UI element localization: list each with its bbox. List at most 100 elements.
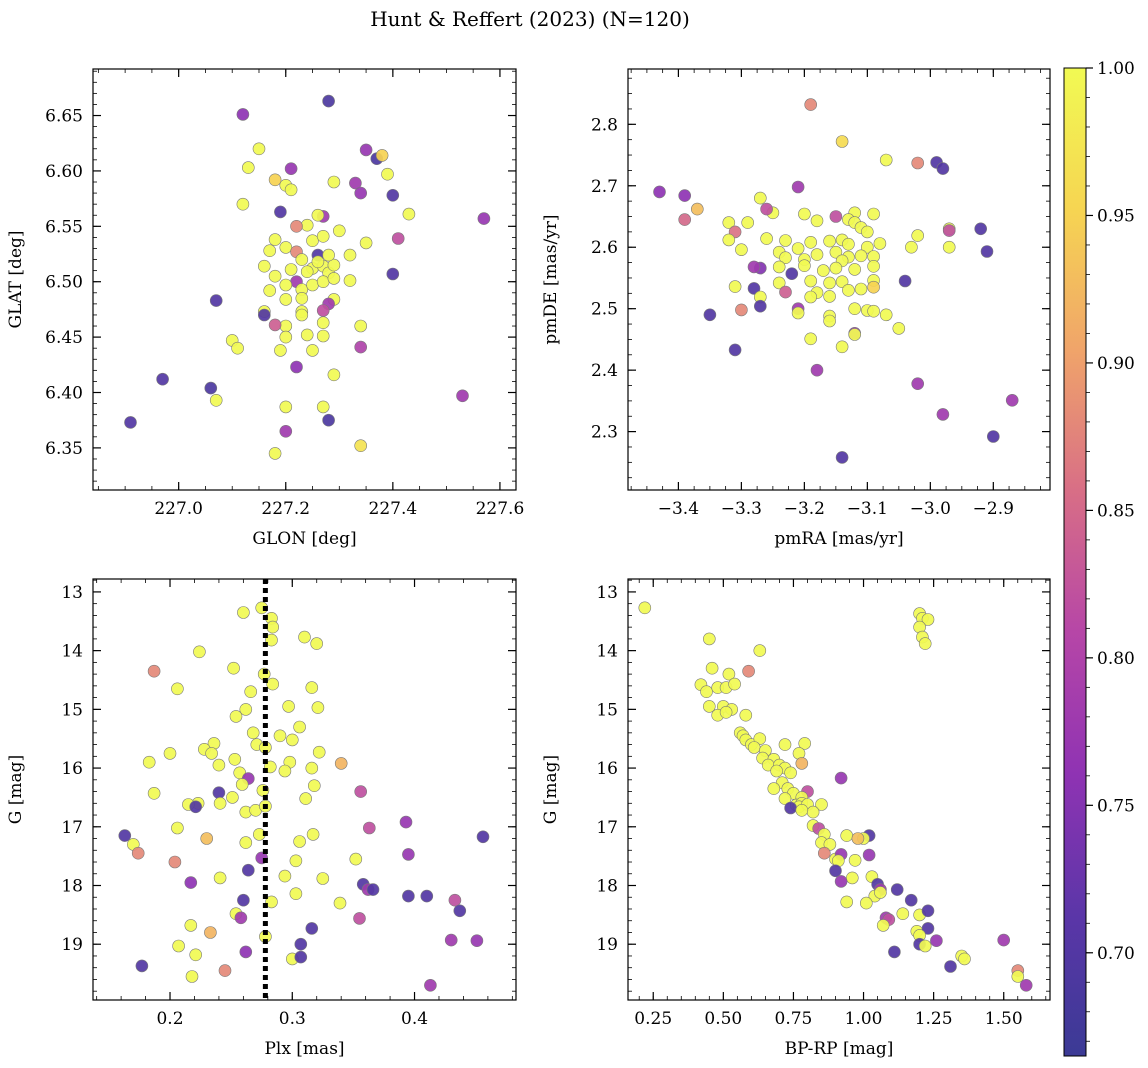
data-point: [316, 872, 330, 885]
data-point: [142, 755, 156, 769]
data-point: [268, 447, 282, 460]
data-point: [402, 848, 415, 861]
x-tick-label: −3.4: [658, 499, 699, 519]
data-point: [231, 341, 244, 355]
data-point: [343, 248, 357, 262]
data-point: [354, 186, 368, 200]
data-point: [804, 290, 818, 304]
data-point: [257, 308, 271, 322]
y-tick-label: 6.65: [45, 107, 83, 127]
data-point: [305, 681, 319, 694]
data-point: [213, 871, 227, 885]
data-point: [294, 937, 308, 951]
data-point: [327, 175, 341, 189]
data-point: [213, 796, 227, 810]
data-point: [739, 708, 753, 722]
data-point: [719, 705, 733, 719]
data-point: [829, 245, 843, 259]
data-point: [322, 94, 335, 108]
data-point: [854, 249, 868, 263]
data-point: [189, 948, 202, 962]
data-point: [879, 153, 893, 167]
data-point: [448, 893, 462, 907]
data-point: [386, 267, 400, 281]
data-point: [184, 876, 198, 889]
data-point: [741, 216, 755, 229]
data-point: [921, 613, 935, 626]
data-point: [300, 265, 314, 279]
data-point: [266, 677, 280, 691]
data-point: [767, 782, 781, 795]
data-point: [700, 685, 713, 699]
data-point: [798, 259, 811, 273]
data-point: [147, 786, 161, 800]
data-point: [239, 703, 253, 716]
y-tick-label: 14: [61, 642, 83, 662]
x-tick-label: 1.00: [845, 1009, 883, 1029]
y-axis-label: G [mag]: [541, 755, 561, 824]
data-point: [295, 308, 309, 322]
data-point: [279, 330, 293, 344]
x-tick-label: 227.2: [261, 499, 310, 519]
data-point: [835, 135, 849, 148]
data-point: [204, 381, 218, 395]
colorbar-tick-label: 0.80: [1097, 649, 1135, 669]
data-point: [289, 854, 303, 868]
data-point: [118, 829, 132, 842]
data-point: [735, 303, 748, 317]
data-point: [381, 167, 394, 181]
data-point: [678, 189, 692, 202]
data-point: [860, 240, 874, 254]
data-point: [867, 259, 880, 273]
data-point: [268, 233, 282, 246]
data-point: [829, 864, 842, 878]
data-point: [284, 183, 298, 197]
data-point: [402, 207, 416, 221]
data-point: [402, 889, 415, 903]
data-point: [279, 319, 293, 333]
panel-glon-glat: 227.0 227.2 227.4 227.6 6.35 6.40 6.45 6.50 6.55…: [6, 68, 524, 549]
data-point: [353, 912, 366, 925]
data-point: [918, 637, 932, 650]
x-tick-label: 227.4: [369, 499, 418, 519]
data-point: [911, 156, 925, 170]
data-point: [343, 274, 357, 287]
y-tick-label: 6.40: [45, 384, 83, 404]
data-point: [391, 232, 405, 245]
x-tick-label: −3.2: [784, 499, 825, 519]
y-tick-label: 2.5: [591, 300, 618, 320]
y-tick-label: 6.60: [45, 162, 83, 182]
y-tick-label: 6.45: [45, 328, 83, 348]
y-axis-label: GLAT [deg]: [6, 230, 26, 328]
data-point: [804, 98, 818, 111]
data-point: [265, 633, 278, 647]
data-point: [279, 293, 293, 306]
data-point: [930, 934, 943, 948]
data-point: [747, 741, 761, 754]
data-point: [316, 275, 330, 289]
data-point: [322, 413, 335, 427]
data-point: [742, 664, 755, 678]
data-point: [804, 236, 818, 249]
data-point: [184, 919, 198, 932]
data-point: [817, 846, 831, 860]
data-point: [299, 792, 313, 805]
x-tick-label: 0.3: [279, 1009, 306, 1029]
data-point: [359, 236, 373, 250]
data-point: [300, 218, 314, 232]
x-axis-label: GLON [deg]: [252, 529, 356, 549]
data-point: [293, 835, 306, 848]
data-point: [273, 729, 287, 743]
data-point: [476, 830, 490, 844]
data-point: [795, 757, 809, 770]
data-point: [735, 243, 748, 256]
y-axis-label: G [mag]: [6, 755, 26, 824]
data-point: [306, 828, 320, 841]
data-point: [678, 213, 692, 226]
data-point: [168, 855, 182, 869]
data-point: [218, 964, 232, 977]
data-point: [189, 800, 202, 814]
data-point: [904, 893, 918, 907]
data-point: [289, 887, 303, 901]
